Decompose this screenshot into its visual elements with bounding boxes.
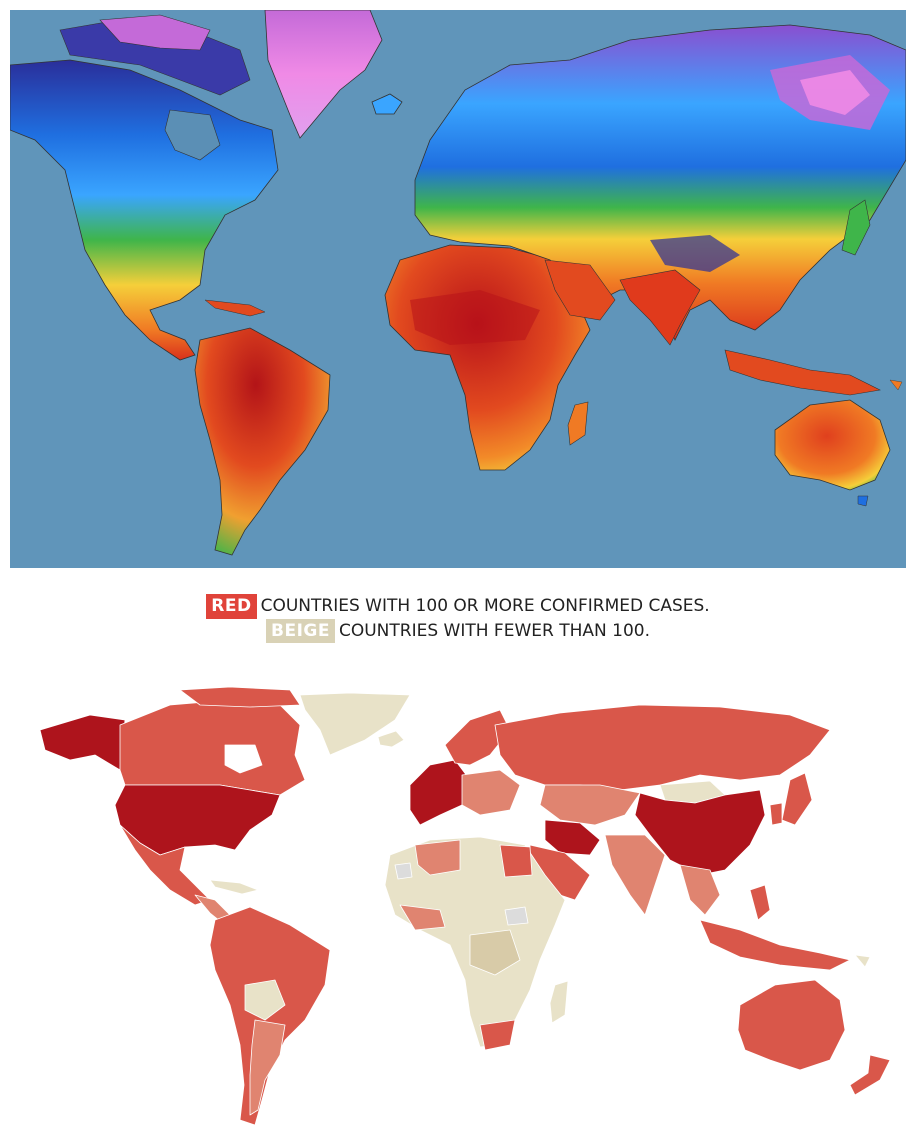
no-data-shape-2 (394, 862, 413, 880)
arabia-shape (544, 259, 616, 321)
cases-map (0, 685, 916, 1140)
south-america-shape (194, 327, 331, 556)
no-data-shape-1 (504, 906, 529, 926)
china-shape (634, 789, 766, 876)
argentina-shape (249, 1019, 286, 1116)
india-shape (619, 269, 701, 346)
south-africa-shape (479, 1019, 516, 1051)
temperature-map (10, 10, 906, 568)
temperature-map-svg (10, 10, 906, 568)
legend-red-line: RED COUNTRIES WITH 100 OR MORE CONFIRMED … (0, 594, 916, 619)
pacific-islands-shape-cases (854, 954, 871, 968)
caribbean-shape (204, 299, 266, 317)
baffin-shape (99, 14, 211, 51)
legend-beige-swatch: BEIGE (266, 618, 335, 644)
legend-red-text: COUNTRIES WITH 100 OR MORE CONFIRMED CAS… (260, 596, 710, 616)
pacific-islands-shape (889, 379, 903, 391)
australia-shape (774, 399, 891, 491)
western-europe-shape (409, 759, 471, 826)
caribbean-shape-cases (209, 879, 259, 895)
map-legend: RED COUNTRIES WITH 100 OR MORE CONFIRMED … (0, 594, 916, 644)
india-shape-cases (604, 834, 666, 916)
hudson-bay-water (224, 744, 263, 774)
greenland-shape (264, 10, 383, 139)
canada-shape (119, 699, 306, 796)
eastern-europe-shape (461, 769, 521, 816)
cases-map-svg (39, 686, 891, 1126)
central-africa-beige-shape (469, 929, 521, 976)
iceland-shape (371, 93, 403, 115)
australia-shape-cases (737, 979, 846, 1071)
russia-shape (494, 704, 831, 791)
southeast-asia-shape (679, 864, 721, 916)
tasmania-shape (857, 495, 869, 507)
sahara-core (410, 290, 540, 345)
alaska-shape (39, 714, 126, 771)
middle-east-shape (544, 819, 601, 856)
mexico-shape (119, 824, 211, 906)
egypt-shape (499, 844, 533, 878)
legend-beige-line: BEIGE COUNTRIES WITH FEWER THAN 100. (0, 618, 916, 644)
madagascar-shape (567, 401, 589, 446)
west-africa-shape (399, 904, 446, 931)
philippines-shape (749, 884, 771, 921)
new-zealand-shape (849, 1054, 891, 1096)
north-africa-red-shape (414, 839, 461, 876)
indonesia-shape (724, 349, 881, 396)
legend-red-swatch: RED (206, 594, 257, 619)
eurasia-shape (414, 24, 906, 341)
japan-shape (841, 199, 871, 256)
bolivia-paraguay-shape (244, 979, 286, 1021)
indonesia-shape-cases (699, 919, 851, 971)
japan-shape-cases (781, 772, 813, 826)
siberia-frigid-patch (800, 70, 870, 115)
central-asia-shape (539, 784, 641, 826)
madagascar-shape-cases (549, 980, 569, 1024)
tibet-patch (650, 235, 740, 272)
canadian-arctic-shape (179, 686, 301, 708)
greenland-shape-cases (299, 692, 411, 756)
korea-shape (769, 802, 783, 826)
legend-beige-text: COUNTRIES WITH FEWER THAN 100. (338, 620, 650, 641)
iceland-shape-cases (377, 730, 405, 748)
hudson-bay (164, 109, 221, 161)
